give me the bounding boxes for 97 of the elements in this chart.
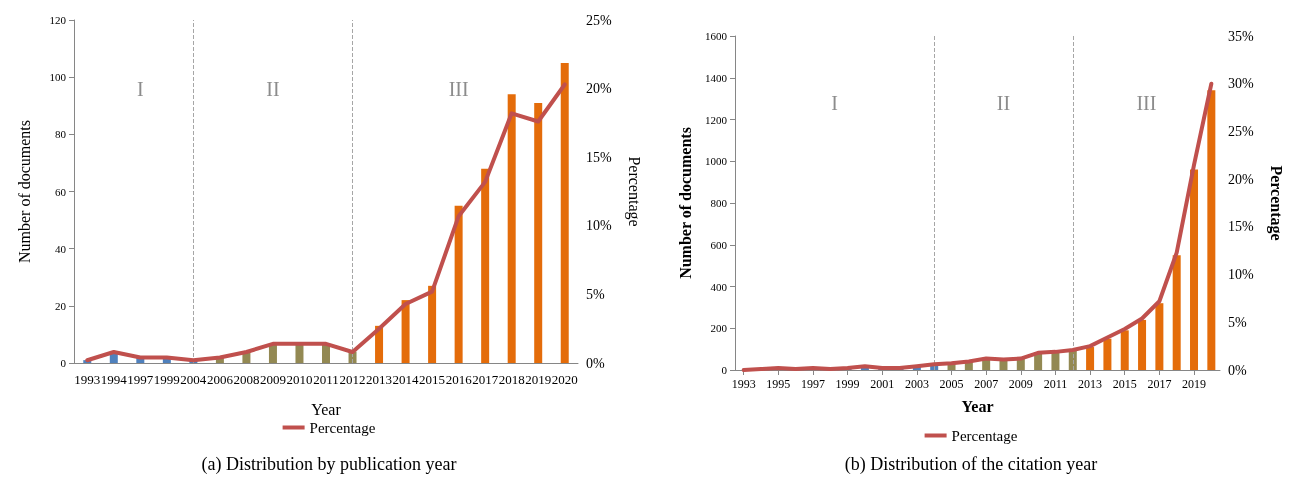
y2-tick-label: 35% (1228, 28, 1254, 44)
y2-tick-label: 20% (1228, 171, 1254, 187)
line-series (741, 81, 1214, 372)
x-tick-label: 2014 (392, 372, 420, 387)
x-tick-label: 2016 (445, 372, 473, 387)
y2-axis-title: Percentage (1266, 165, 1285, 241)
x-tick-label: 1999 (835, 377, 860, 391)
bar (401, 300, 410, 363)
y-tick-label: 400 (710, 280, 728, 293)
bar (1086, 347, 1095, 370)
legend-label: Percentage (951, 427, 1018, 444)
bar (1103, 338, 1112, 370)
x-tick-label: 2020 (551, 372, 578, 387)
y-tick-label: 600 (710, 238, 728, 251)
bar (999, 359, 1008, 370)
bar (454, 205, 463, 363)
x-tick-label: 1997 (127, 372, 154, 387)
x-tick-label: 2013 (366, 372, 393, 387)
y-tick-label: 0 (60, 357, 67, 369)
y2-tick-label: 15% (1228, 219, 1254, 235)
x-tick-label: 2019 (1182, 377, 1207, 391)
x-tick-label: 2017 (472, 372, 499, 387)
x-tick-label: 2018 (498, 372, 525, 387)
y-tick-label: 80 (55, 128, 67, 141)
x-tick-label: 2015 (1112, 377, 1137, 391)
y-axis-title: Number of documents (15, 119, 33, 264)
text: (b) Distribution of the citation year (844, 454, 1098, 475)
bar (1172, 255, 1181, 370)
x-tick-label: 2011 (1043, 377, 1068, 391)
x-tick-label: 1997 (800, 377, 825, 391)
x-tick-label: 1993 (74, 372, 101, 387)
x-tick-label: 2005 (939, 377, 964, 391)
x-tick-label: 1994 (100, 372, 128, 387)
bar (481, 168, 490, 363)
y2-axis-title: Percentage (624, 156, 643, 227)
x-tick-label: 2008 (233, 372, 260, 387)
x-tick-label: 2009 (259, 372, 286, 387)
y-tick-label: 1600 (705, 30, 728, 42)
x-tick-label: 2015 (419, 372, 446, 387)
x-tick-label: 2006 (206, 372, 234, 387)
x-tick-label: 1999 (153, 372, 180, 387)
x-tick-label: 2017 (1147, 377, 1172, 391)
bar (1190, 169, 1199, 370)
bar (534, 102, 543, 363)
line-series (85, 82, 567, 363)
y-tick-label: 60 (55, 185, 67, 198)
y-tick-label: 800 (710, 197, 728, 209)
annotation: I (136, 77, 144, 100)
bar (1155, 303, 1164, 370)
annotation: II (996, 91, 1011, 114)
x-tick-label: 2013 (1078, 377, 1103, 391)
x-tick-label: 2001 (870, 377, 895, 391)
y-tick-label: 0 (721, 364, 728, 376)
y2-tick-label: 5% (1228, 314, 1247, 330)
bar (1207, 90, 1216, 370)
x-tick-label: 2012 (339, 372, 366, 387)
y2-tick-label: 0% (1228, 362, 1247, 378)
y-tick-label: 100 (49, 71, 67, 84)
y2-tick-label: 20% (586, 81, 612, 97)
legend-label: Percentage (309, 419, 376, 436)
y-tick-label: 1400 (705, 71, 728, 84)
bar (1120, 330, 1129, 370)
x-axis-title: Year (311, 400, 342, 418)
annotation: III (448, 77, 469, 100)
y2-tick-label: 0% (586, 355, 605, 371)
x-axis-title: Year (961, 397, 994, 415)
y-tick-label: 1200 (705, 113, 728, 126)
y-tick-label: 200 (710, 322, 728, 335)
annotation: I (831, 91, 838, 114)
y2-tick-label: 10% (586, 218, 612, 234)
text: (a) Distribution by publication year (201, 454, 457, 475)
bar (507, 94, 516, 363)
y2-tick-label: 15% (586, 149, 612, 165)
y2-tick-label: 25% (586, 12, 612, 28)
annotation: III (1136, 91, 1157, 114)
x-tick-label: 2007 (974, 377, 999, 391)
y-tick-label: 1000 (705, 155, 728, 168)
y-tick-label: 20 (55, 299, 67, 312)
x-tick-label: 2019 (525, 372, 552, 387)
annotation: II (266, 77, 280, 100)
y2-tick-label: 5% (586, 286, 605, 302)
x-tick-label: 2004 (180, 372, 207, 387)
y2-tick-label: 30% (1228, 76, 1254, 92)
y-tick-label: 40 (55, 242, 67, 255)
x-tick-label: 1993 (731, 377, 756, 391)
y2-tick-label: 25% (1228, 123, 1254, 139)
y2-tick-label: 10% (1228, 267, 1254, 283)
x-tick-label: 2003 (904, 377, 929, 391)
y-tick-label: 120 (49, 14, 67, 26)
x-tick-label: 2010 (286, 372, 313, 387)
y-axis-title: Number of documents (676, 127, 694, 279)
x-tick-label: 2009 (1008, 377, 1033, 391)
x-tick-label: 1995 (766, 377, 791, 391)
bar (1138, 319, 1147, 370)
bar (560, 62, 569, 363)
x-tick-label: 2011 (313, 372, 339, 387)
bar (428, 285, 437, 363)
